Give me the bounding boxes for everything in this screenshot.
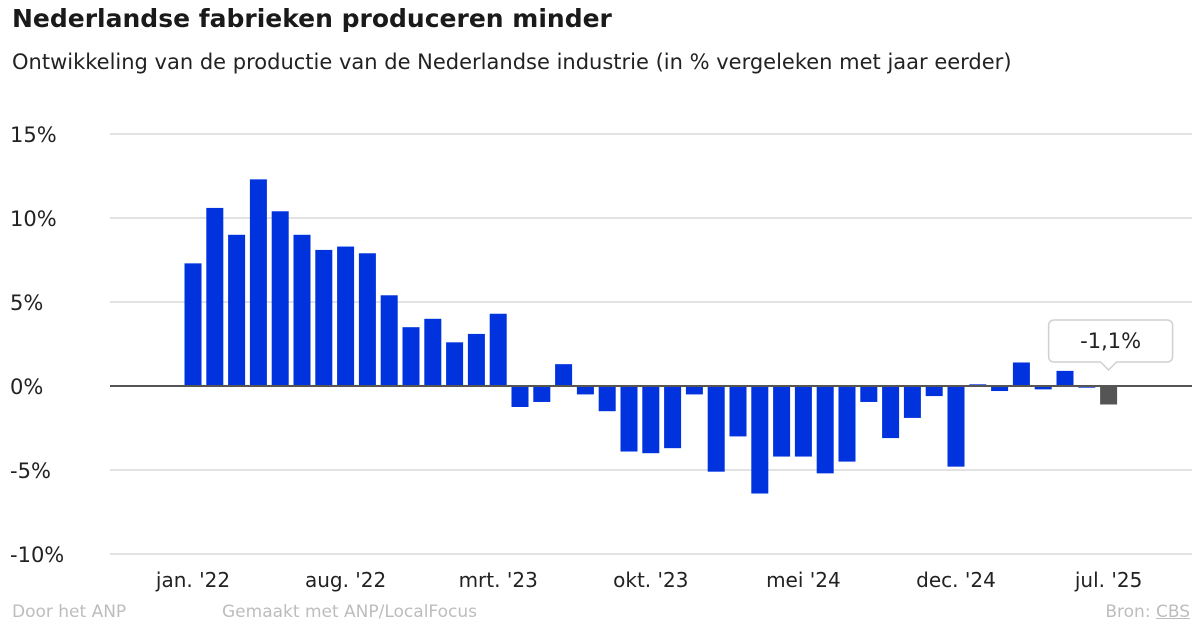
bar (402, 327, 420, 386)
bar (1012, 362, 1030, 386)
x-tick-label: dec. '24 (916, 568, 996, 592)
x-tick-label: mei '24 (766, 568, 841, 592)
bar (620, 386, 638, 452)
bar (925, 386, 943, 397)
x-tick-label: okt. '23 (613, 568, 688, 592)
bar (293, 234, 311, 386)
bar (794, 386, 812, 457)
bar (228, 234, 246, 386)
bar (555, 364, 573, 386)
bar (773, 386, 791, 457)
bar (838, 386, 856, 462)
bar (860, 386, 878, 402)
source-link[interactable]: CBS (1155, 602, 1190, 622)
bar (271, 211, 289, 386)
source-label: Bron: (1105, 602, 1151, 622)
bar (380, 295, 398, 386)
bar (1034, 386, 1052, 390)
bar (489, 313, 507, 386)
bar (882, 386, 900, 439)
y-tick-label: -5% (10, 459, 51, 483)
bar (664, 386, 682, 449)
annotation-label: -1,1% (1080, 329, 1141, 353)
bar (315, 249, 333, 386)
bar (707, 386, 725, 472)
bar (991, 386, 1009, 392)
bar (816, 386, 834, 474)
y-tick-label: 0% (10, 375, 43, 399)
bar (358, 253, 376, 386)
y-tick-label: 15% (10, 123, 57, 147)
bar (1056, 370, 1074, 386)
bar (511, 386, 529, 407)
bar (206, 207, 224, 386)
footer-author: Door het ANP (12, 602, 127, 622)
bar (467, 333, 485, 386)
x-tick-label: jan. '22 (155, 568, 230, 592)
y-tick-label: 5% (10, 291, 43, 315)
chart-subtitle: Ontwikkeling van de productie van de Ned… (12, 50, 1012, 74)
bar (947, 386, 965, 467)
bar (184, 263, 202, 386)
y-tick-label: 10% (10, 207, 57, 231)
bar (446, 342, 464, 386)
x-tick-label: jul. '25 (1074, 568, 1142, 592)
bar (685, 386, 703, 395)
bar (249, 179, 267, 386)
bar (337, 246, 355, 386)
bar (903, 386, 921, 418)
bar (598, 386, 616, 412)
bar (533, 386, 551, 402)
bar (751, 386, 769, 494)
chart-title: Nederlandse fabrieken produceren minder (12, 4, 612, 33)
x-tick-label: mrt. '23 (459, 568, 538, 592)
footer-source: Bron: CBS (1105, 602, 1190, 622)
bar (1100, 386, 1118, 405)
bar (642, 386, 660, 454)
footer-made-with[interactable]: Gemaakt met ANP/LocalFocus (222, 602, 477, 622)
y-tick-label: -10% (10, 543, 64, 567)
bar (424, 318, 442, 386)
x-tick-label: aug. '22 (305, 568, 386, 592)
bar (729, 386, 747, 437)
bar (576, 386, 594, 395)
annotation-box (1047, 319, 1174, 372)
